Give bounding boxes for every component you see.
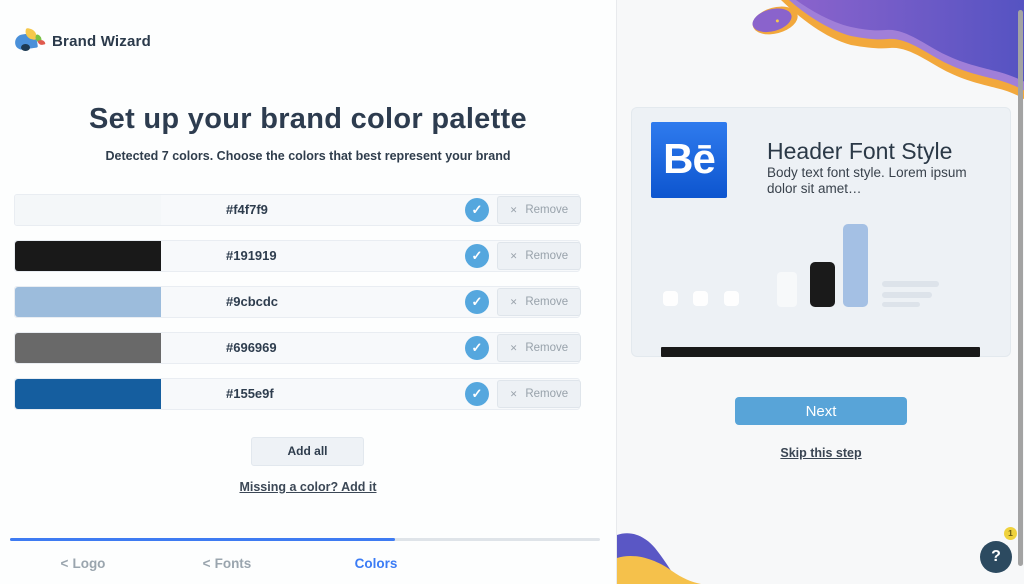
help-button[interactable]: ? xyxy=(980,541,1012,573)
hex-code-label: #191919 xyxy=(226,248,277,263)
app-title: Brand Wizard xyxy=(52,33,151,50)
hex-code-label: #155e9f xyxy=(226,386,274,401)
x-icon: ✕ xyxy=(509,250,518,261)
behance-logo: Bē xyxy=(651,122,727,198)
nav-step-fonts[interactable]: < Fonts xyxy=(203,556,252,571)
x-icon: ✕ xyxy=(509,388,518,399)
palette-dot xyxy=(663,291,678,306)
nav-step-label: Colors xyxy=(354,556,398,571)
top-wave-decoration xyxy=(752,0,1024,100)
check-icon[interactable]: ✓ xyxy=(465,198,489,222)
x-icon: ✕ xyxy=(509,296,518,307)
remove-label: Remove xyxy=(525,250,569,262)
remove-button[interactable]: ✕ Remove xyxy=(497,380,581,408)
blob-decoration xyxy=(752,6,798,35)
color-row: #155e9f ✓ ✕ Remove xyxy=(14,378,581,410)
hex-code-label: #9cbcdc xyxy=(226,294,279,309)
color-row: #f4f7f9 ✓ ✕ Remove xyxy=(14,194,581,226)
check-icon[interactable]: ✓ xyxy=(465,382,489,406)
bottom-wave-decoration xyxy=(617,533,701,584)
nav-step-label: Fonts xyxy=(214,556,252,571)
missing-color-link[interactable]: Missing a color? Add it xyxy=(239,480,377,494)
footer-color-bar xyxy=(661,347,980,357)
nav-step-colors[interactable]: Colors xyxy=(355,556,398,571)
color-palette-panel: Brand Wizard Set up your brand color pal… xyxy=(10,27,600,571)
hex-code-label: #f4f7f9 xyxy=(226,202,268,217)
wizard-progress-track xyxy=(10,538,600,541)
remove-label: Remove xyxy=(525,296,569,308)
next-button[interactable]: Next xyxy=(735,397,907,425)
chart-bar xyxy=(843,224,868,307)
chevron-left-icon: < xyxy=(60,556,69,571)
remove-button[interactable]: ✕ Remove xyxy=(497,288,581,316)
text-skeleton-line xyxy=(882,292,932,298)
remove-button[interactable]: ✕ Remove xyxy=(497,334,581,362)
text-skeleton-line xyxy=(882,302,920,307)
color-row: #191919 ✓ ✕ Remove xyxy=(14,240,581,272)
preview-panel: Bē Header Font Style Body text font styl… xyxy=(616,0,1024,584)
header-font-sample: Header Font Style xyxy=(767,138,953,164)
palette-dot xyxy=(724,291,739,306)
hex-code-label: #696969 xyxy=(226,340,277,355)
check-icon[interactable]: ✓ xyxy=(465,244,489,268)
color-swatch xyxy=(15,195,161,225)
body-font-sample: Body text font style. Lorem ipsum dolor … xyxy=(767,165,967,196)
check-icon[interactable]: ✓ xyxy=(465,336,489,360)
page-subtitle: Detected 7 colors. Choose the colors tha… xyxy=(105,149,511,163)
text-skeleton-line xyxy=(882,281,939,287)
scrollbar[interactable] xyxy=(1018,10,1023,566)
color-swatch xyxy=(15,379,161,409)
x-icon: ✕ xyxy=(509,204,518,215)
color-swatch xyxy=(15,333,161,363)
page-title: Set up your brand color palette xyxy=(89,103,527,135)
add-all-button[interactable]: Add all xyxy=(251,437,364,466)
nav-step-label: Logo xyxy=(72,556,106,571)
x-icon: ✕ xyxy=(509,342,518,353)
chart-bar xyxy=(810,262,835,307)
notification-badge: 1 xyxy=(1004,527,1017,540)
nav-step-logo[interactable]: < Logo xyxy=(61,556,106,571)
remove-label: Remove xyxy=(525,342,569,354)
remove-button[interactable]: ✕ Remove xyxy=(497,196,581,224)
chevron-left-icon: < xyxy=(202,556,211,571)
color-swatch xyxy=(15,287,161,317)
remove-button[interactable]: ✕ Remove xyxy=(497,242,581,270)
question-mark-icon: ? xyxy=(991,548,1001,565)
chameleon-logo-icon xyxy=(14,27,46,55)
skip-step-link[interactable]: Skip this step xyxy=(780,446,862,460)
check-icon[interactable]: ✓ xyxy=(465,290,489,314)
chart-bar xyxy=(777,272,797,307)
palette-dot xyxy=(693,291,708,306)
color-row: #9cbcdc ✓ ✕ Remove xyxy=(14,286,581,318)
app-logo: Brand Wizard xyxy=(14,27,151,55)
wizard-progress-fill xyxy=(10,538,396,541)
color-row: #696969 ✓ ✕ Remove xyxy=(14,332,581,364)
remove-label: Remove xyxy=(525,204,569,216)
remove-label: Remove xyxy=(525,388,569,400)
brand-preview-card: Bē Header Font Style Body text font styl… xyxy=(631,107,1011,357)
color-swatch xyxy=(15,241,161,271)
